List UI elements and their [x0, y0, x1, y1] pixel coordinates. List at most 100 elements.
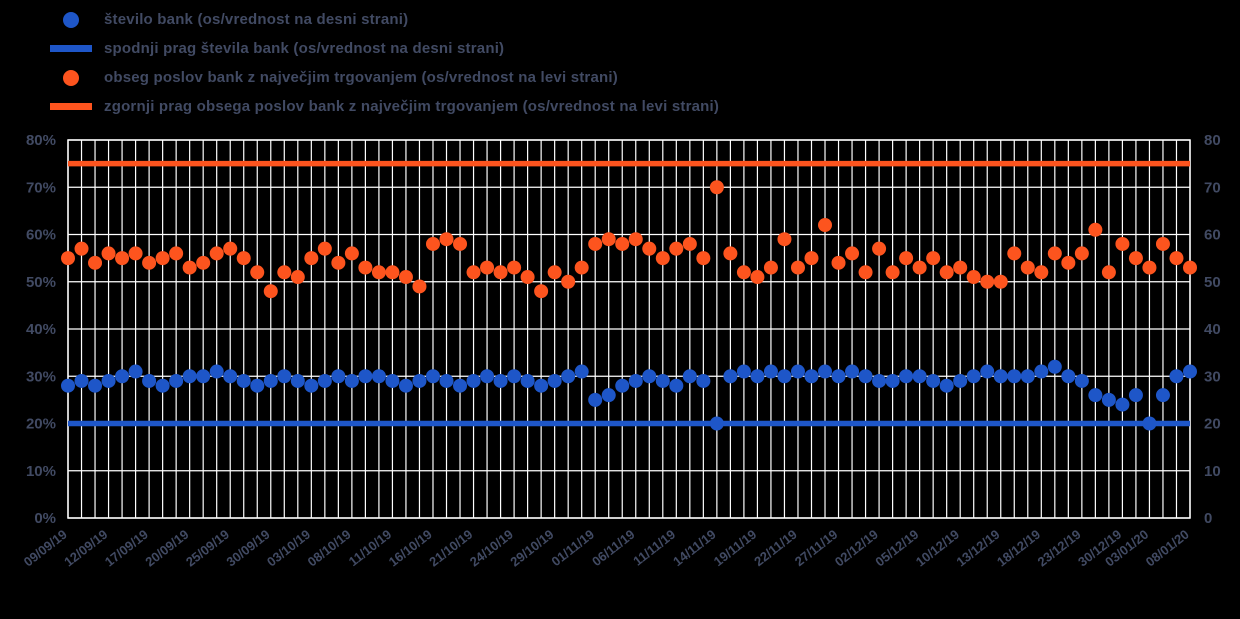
volume-share-point — [61, 251, 75, 266]
bank-count-point — [939, 378, 954, 393]
volume-share-dot-icon — [50, 69, 92, 86]
volume-share-point — [953, 260, 968, 275]
volume-share-point — [412, 279, 427, 294]
volume-share-point — [385, 265, 400, 280]
bank-count-point — [980, 364, 995, 379]
volume-share-point — [101, 246, 116, 261]
bank-count-point — [88, 378, 103, 393]
bank-count-point — [507, 369, 522, 384]
bank-count-point — [966, 369, 981, 384]
volume-share-point — [115, 251, 130, 266]
bank-count-point — [953, 373, 968, 388]
volume-share-point — [588, 236, 603, 251]
volume-share-point — [453, 236, 468, 251]
x-axis-tick-label: 19/11/19 — [711, 527, 760, 570]
bank-count-point — [912, 369, 927, 384]
right-axis-tick-label: 70 — [1204, 179, 1221, 196]
legend-label: število bank (os/vrednost na desni stran… — [104, 11, 409, 28]
right-axis-tick-label: 60 — [1204, 227, 1221, 244]
volume-share-point — [371, 265, 386, 280]
volume-share-point — [223, 241, 238, 256]
volume-share-point — [628, 232, 643, 247]
bank-count-point — [736, 364, 751, 379]
x-axis-tick-label: 24/10/19 — [467, 527, 516, 570]
bank-count-point — [182, 369, 197, 384]
x-axis-tick-label: 05/12/19 — [872, 527, 921, 570]
legend-item-upper-threshold: zgornji prag obsega poslov bank z največ… — [50, 92, 719, 121]
x-axis-tick-label: 02/12/19 — [832, 527, 881, 570]
x-axis-tick-label: 20/09/19 — [142, 527, 191, 570]
volume-share-point — [250, 265, 265, 280]
bank-count-point — [290, 373, 305, 388]
bank-count-point — [480, 369, 495, 384]
bank-count-point — [344, 373, 359, 388]
volume-share-point — [885, 265, 900, 280]
volume-share-point — [1169, 251, 1184, 266]
volume-share-point — [155, 251, 170, 266]
x-axis-tick-label: 13/12/19 — [953, 527, 1002, 570]
x-axis-tick-label: 01/11/19 — [549, 527, 598, 570]
bank-count-point — [1155, 388, 1170, 403]
left-axis-tick-label: 0% — [34, 510, 56, 527]
volume-share-point — [182, 260, 197, 275]
bank-count-point — [236, 373, 251, 388]
bank-count-point — [1007, 369, 1022, 384]
bank-count-point — [358, 369, 373, 384]
bank-count-point — [277, 369, 292, 384]
legend-item-lower-threshold: spodnji prag števila bank (os/vrednost n… — [50, 34, 719, 63]
bank-count-point — [547, 373, 562, 388]
bank-count-point — [74, 373, 89, 388]
bank-count-point — [466, 373, 481, 388]
volume-share-point — [1183, 260, 1197, 275]
volume-share-point — [398, 270, 413, 285]
bank-count-point — [682, 369, 697, 384]
right-axis-tick-label: 80 — [1204, 132, 1221, 149]
volume-share-point — [480, 260, 495, 275]
volume-share-point — [912, 260, 927, 275]
volume-share-point — [723, 246, 738, 261]
bank-count-point — [1074, 373, 1089, 388]
volume-share-point — [1115, 236, 1130, 251]
x-axis-tick-label: 14/11/19 — [670, 527, 719, 570]
volume-share-point — [344, 246, 359, 261]
bank-count-point — [723, 369, 738, 384]
volume-share-point — [290, 270, 305, 285]
bank-count-point — [588, 392, 603, 407]
x-axis-tick-label: 21/10/19 — [426, 527, 475, 570]
volume-share-point — [1142, 260, 1157, 275]
bank-count-point — [371, 369, 386, 384]
volume-share-point — [993, 274, 1008, 289]
volume-share-point — [642, 241, 657, 256]
x-axis-tick-label: 18/12/19 — [994, 527, 1043, 570]
bank-count-point — [899, 369, 914, 384]
bank-count-point — [993, 369, 1008, 384]
volume-share-point — [926, 251, 941, 266]
x-axis-tick-label: 25/09/19 — [183, 527, 232, 570]
bank-count-point — [1061, 369, 1076, 384]
bank-count-point — [61, 378, 75, 393]
bank-count-point — [1020, 369, 1035, 384]
volume-share-point — [317, 241, 332, 256]
left-axis-tick-label: 20% — [26, 416, 56, 433]
left-axis-tick-label: 30% — [26, 368, 56, 385]
bank-count-point — [615, 378, 630, 393]
x-axis-tick-label: 12/09/19 — [61, 527, 110, 570]
volume-share-point — [1020, 260, 1035, 275]
bank-count-point — [209, 364, 224, 379]
x-axis-tick-label: 11/10/19 — [346, 527, 395, 570]
legend-label: zgornji prag obsega poslov bank z največ… — [104, 98, 720, 115]
bank-count-point — [804, 369, 819, 384]
x-axis-tick-label: 27/11/19 — [792, 527, 841, 570]
x-axis-tick-label: 30/09/19 — [224, 527, 273, 570]
bank-count-point — [493, 373, 508, 388]
volume-share-point — [872, 241, 887, 256]
legend-label: obseg poslov bank z največjim trgovanjem… — [104, 69, 618, 86]
volume-share-point — [507, 260, 522, 275]
bank-count-point — [385, 373, 400, 388]
bank-count-point — [263, 373, 278, 388]
bank-count-point — [818, 364, 833, 379]
volume-share-point — [277, 265, 292, 280]
bank-count-point — [223, 369, 238, 384]
legend-item-bank-count: število bank (os/vrednost na desni stran… — [50, 5, 719, 34]
